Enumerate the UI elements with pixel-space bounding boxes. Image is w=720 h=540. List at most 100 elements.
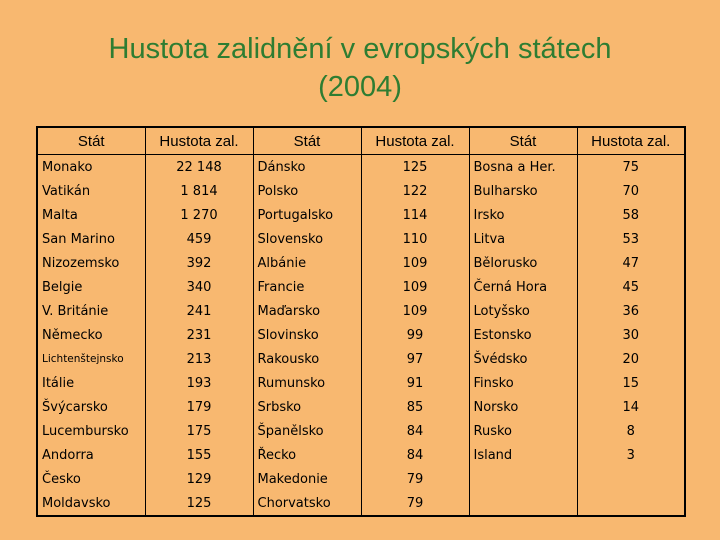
table-body: Monako 22 148 Dánsko 125 Bosna a Her. 75 Vatik… — [37, 154, 685, 516]
density-cell: 392 — [145, 251, 254, 275]
table-row: Nizozemsko 392 Albánie 109 Bělorusko 47 — [37, 251, 685, 275]
state-cell: Švédsko — [469, 347, 578, 371]
title-line-1: Hustota zalidnění v evropských státech — [108, 33, 612, 65]
title-line-2: (2004) — [318, 71, 402, 103]
density-cell: 129 — [145, 467, 254, 491]
state-cell: Bosna a Her. — [469, 154, 578, 179]
table-row: V. Británie 241 Maďarsko 109 Lotyšsko 36 — [37, 299, 685, 323]
state-cell: Černá Hora — [469, 275, 578, 299]
table-row: Andorra 155 Řecko 84 Island 3 — [37, 443, 685, 467]
state-cell: Chorvatsko — [253, 491, 362, 516]
density-cell: 155 — [145, 443, 254, 467]
density-cell: 84 — [361, 443, 470, 467]
table-row: Lucembursko 175 Španělsko 84 Rusko 8 — [37, 419, 685, 443]
density-cell — [577, 491, 685, 516]
state-cell: Bělorusko — [469, 251, 578, 275]
table-row: San Marino 459 Slovensko 110 Litva 53 — [37, 227, 685, 251]
density-cell: 114 — [361, 203, 470, 227]
state-cell: Island — [469, 443, 578, 467]
density-cell: 58 — [622, 207, 640, 223]
state-cell: San Marino — [37, 227, 146, 251]
table-row: Itálie 193 Rumunsko 91 Finsko 15 — [37, 371, 685, 395]
header-state: Stát — [253, 127, 362, 155]
density-cell: 36 — [622, 303, 640, 319]
density-cell: 99 — [361, 323, 470, 347]
state-cell: Německo — [37, 323, 146, 347]
state-cell: Nizozemsko — [37, 251, 146, 275]
header-row: Stát Hustota zal. Stát Hustota zal. Stát… — [37, 127, 685, 155]
table-row: Malta 1 270 Portugalsko 114 Irsko 58 — [37, 203, 685, 227]
state-cell: Malta — [37, 203, 146, 227]
state-cell: Maďarsko — [253, 299, 362, 323]
density-cell: 85 — [361, 395, 470, 419]
density-cell: 30 — [622, 327, 640, 343]
table-row: Lichtenštejnsko 213 Rakousko 97 Švédsko 20 — [37, 347, 685, 371]
density-cell: 109 — [361, 275, 470, 299]
state-cell: Slovinsko — [253, 323, 362, 347]
density-cell: 15 — [622, 375, 640, 391]
state-cell: Bulharsko — [469, 179, 578, 203]
state-cell: Norsko — [469, 395, 578, 419]
state-cell: Španělsko — [253, 419, 362, 443]
table-row: Česko 129 Makedonie 79 — [37, 467, 685, 491]
state-cell: Slovensko — [253, 227, 362, 251]
header-state: Stát — [469, 127, 578, 155]
density-cell: 175 — [145, 419, 254, 443]
density-cell: 8 — [626, 423, 635, 439]
density-cell: 47 — [622, 255, 640, 271]
density-cell: 109 — [361, 299, 470, 323]
density-cell: 14 — [622, 399, 640, 415]
density-cell: 125 — [145, 491, 254, 516]
state-cell: Polsko — [253, 179, 362, 203]
density-cell — [577, 467, 685, 491]
density-cell: 75 — [622, 159, 640, 175]
density-cell: 91 — [361, 371, 470, 395]
state-cell: Dánsko — [253, 154, 362, 179]
density-cell: 1 814 — [145, 179, 254, 203]
state-cell: Francie — [253, 275, 362, 299]
state-cell: Řecko — [253, 443, 362, 467]
state-cell: Estonsko — [469, 323, 578, 347]
density-cell: 193 — [145, 371, 254, 395]
header-density: Hustota zal. — [145, 127, 254, 155]
density-cell: 109 — [361, 251, 470, 275]
state-cell: Rumunsko — [253, 371, 362, 395]
state-cell: Finsko — [469, 371, 578, 395]
table-row: Monako 22 148 Dánsko 125 Bosna a Her. 75 — [37, 154, 685, 179]
density-cell: 1 270 — [145, 203, 254, 227]
density-cell: 20 — [622, 351, 640, 367]
density-cell: 45 — [622, 279, 640, 295]
density-cell: 241 — [145, 299, 254, 323]
state-cell: Andorra — [37, 443, 146, 467]
table-row: Německo 231 Slovinsko 99 Estonsko 30 — [37, 323, 685, 347]
state-cell: Lotyšsko — [469, 299, 578, 323]
state-cell: Monako — [37, 154, 146, 179]
density-cell: 125 — [361, 154, 470, 179]
density-cell: 84 — [361, 419, 470, 443]
density-cell: 79 — [361, 467, 470, 491]
state-cell: Belgie — [37, 275, 146, 299]
state-cell: Česko — [37, 467, 146, 491]
state-cell: Lichtenštejnsko — [37, 347, 146, 371]
density-cell: 79 — [361, 491, 470, 516]
state-cell: Litva — [469, 227, 578, 251]
density-cell: 3 — [626, 447, 635, 463]
state-cell — [469, 491, 578, 516]
header-state: Stát — [37, 127, 146, 155]
state-cell: V. Británie — [37, 299, 146, 323]
density-cell: 110 — [361, 227, 470, 251]
state-cell: Vatikán — [37, 179, 146, 203]
header-density: Hustota zal. — [361, 127, 470, 155]
slide-title: Hustota zalidnění v evropských státech (… — [0, 30, 720, 106]
density-cell: 459 — [145, 227, 254, 251]
table-row: Vatikán 1 814 Polsko 122 Bulharsko 70 — [37, 179, 685, 203]
density-cell: 97 — [361, 347, 470, 371]
header-density: Hustota zal. — [577, 127, 685, 155]
state-cell: Rusko — [469, 419, 578, 443]
density-cell: 231 — [145, 323, 254, 347]
state-cell: Lucembursko — [37, 419, 146, 443]
density-cell: 22 148 — [145, 154, 254, 179]
state-cell: Moldavsko — [37, 491, 146, 516]
state-cell — [469, 467, 578, 491]
density-cell: 340 — [145, 275, 254, 299]
